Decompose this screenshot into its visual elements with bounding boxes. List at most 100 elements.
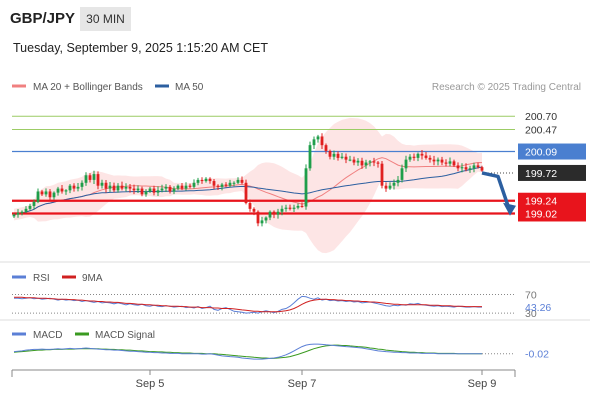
candle-body: [268, 211, 272, 218]
candle-body: [332, 153, 336, 157]
candle-body: [76, 186, 80, 189]
candle-body: [292, 207, 296, 209]
candle-body: [96, 174, 100, 186]
candle-body: [128, 186, 132, 189]
candle-body: [468, 168, 472, 170]
resistance-label: 200.47: [525, 125, 557, 137]
candle-body: [320, 136, 324, 146]
candle-body: [388, 185, 392, 189]
candle-body: [248, 203, 252, 209]
candle-body: [144, 191, 148, 195]
candle-body: [324, 145, 328, 151]
candle-body: [464, 167, 468, 170]
legend-label: RSI: [33, 273, 50, 284]
forecast-arrowhead: [503, 202, 516, 216]
pivot-label-box: [518, 143, 586, 160]
support-label-box: [518, 192, 586, 209]
timeframe-button[interactable]: 30 MIN: [80, 7, 131, 31]
candle-body: [456, 165, 460, 169]
candle-body: [280, 208, 284, 212]
candle-body: [436, 159, 440, 162]
candle-body: [220, 184, 224, 187]
candle-body: [444, 162, 448, 164]
candle-body: [384, 185, 388, 189]
support-label: 199.24: [525, 196, 557, 208]
legend-label: 9MA: [82, 273, 103, 284]
candle-body: [184, 185, 188, 189]
candle-body: [212, 181, 216, 186]
candle-body: [340, 156, 344, 158]
candle-body: [172, 188, 176, 192]
last-price-label: 199.72: [525, 168, 557, 180]
candle-body: [380, 163, 384, 186]
candle-body: [108, 185, 112, 189]
candle-body: [412, 156, 416, 158]
candle-body: [316, 136, 320, 140]
support-label: 199.02: [525, 208, 557, 220]
x-tick-label: Sep 5: [136, 378, 165, 390]
candle-body: [160, 188, 164, 191]
macd-line: [13, 343, 482, 360]
candle-body: [244, 182, 248, 204]
candle-body: [404, 159, 408, 169]
candle-body: [352, 159, 356, 163]
legend-label: MA 20 + Bollinger Bands: [33, 82, 143, 93]
candle-body: [420, 153, 424, 156]
candle-body: [40, 191, 44, 195]
candle-body: [276, 211, 280, 215]
resistance-label: 200.70: [525, 111, 557, 123]
candle-body: [344, 156, 348, 160]
candle-body: [240, 179, 244, 183]
candle-body: [152, 188, 156, 193]
support-label-box: [518, 205, 586, 222]
candle-body: [288, 207, 292, 209]
candle-body: [372, 161, 376, 163]
legend-label: MACD Signal: [95, 330, 155, 341]
candle-body: [256, 211, 260, 224]
candle-body: [168, 186, 172, 192]
candle-body: [224, 184, 228, 186]
candle-body: [164, 186, 168, 189]
forecast-arrow: [481, 171, 512, 213]
candle-body: [260, 220, 264, 224]
candle-body: [400, 168, 404, 180]
candle-body: [368, 161, 372, 163]
candle-body: [80, 182, 84, 187]
candle-body: [60, 188, 64, 192]
candle-body: [48, 191, 52, 198]
candle-body: [68, 185, 72, 191]
candle-body: [476, 165, 480, 168]
candle-body: [204, 178, 208, 182]
candle-body: [188, 185, 192, 187]
candle-body: [408, 156, 412, 160]
candle-body: [64, 190, 68, 192]
candle-body: [28, 205, 32, 209]
candle-body: [480, 167, 484, 171]
candle-body: [20, 211, 24, 213]
ma20-line: [13, 157, 483, 216]
candle-body: [328, 150, 332, 157]
macd-signal-line: [13, 344, 482, 359]
candle-body: [156, 190, 160, 193]
candle-body: [44, 191, 48, 195]
candle-body: [72, 185, 76, 189]
candle-body: [56, 188, 60, 193]
candle-body: [12, 214, 16, 217]
candle-body: [216, 185, 220, 187]
x-tick-label: Sep 7: [288, 378, 317, 390]
candle-body: [192, 182, 196, 187]
candle-body: [104, 182, 108, 189]
candle-body: [264, 217, 268, 221]
candle-body: [448, 161, 452, 164]
candle-body: [176, 185, 180, 189]
rsi-ma-line: [14, 296, 482, 313]
candle-body: [208, 178, 212, 182]
candle-body: [296, 205, 300, 208]
last-price-box: [518, 164, 586, 181]
rsi-level-label: 70: [525, 290, 537, 302]
candle-body: [100, 182, 104, 186]
candle-body: [360, 160, 364, 166]
candle-body: [348, 159, 352, 161]
candle-body: [284, 207, 288, 209]
